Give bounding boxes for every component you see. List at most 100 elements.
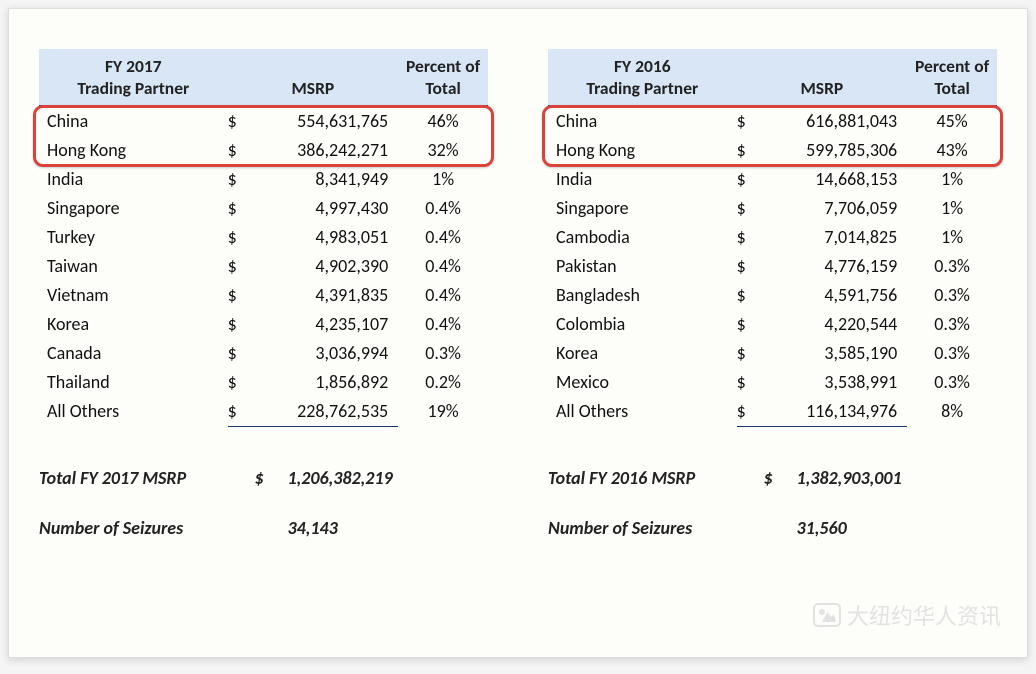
header-trading-partner: FY 2016 Trading Partner xyxy=(548,49,737,105)
seizures-row: Number of Seizures 34,143 xyxy=(39,517,488,539)
table-rows: China$554,631,76546%Hong Kong$386,242,27… xyxy=(39,107,488,427)
cell-partner: Hong Kong xyxy=(39,136,228,165)
cell-currency: $ xyxy=(228,194,255,223)
cell-percent: 0.3% xyxy=(907,252,997,281)
cell-partner: Canada xyxy=(39,339,228,368)
cell-msrp: 14,668,153 xyxy=(764,165,908,194)
header-trading-partner: FY 2017 Trading Partner xyxy=(39,49,228,105)
table-row: Colombia$4,220,5440.3% xyxy=(548,310,997,339)
cell-percent: 19% xyxy=(398,397,488,427)
cell-currency: $ xyxy=(737,136,764,165)
table-row: Hong Kong$599,785,30643% xyxy=(548,136,997,165)
summary-block: Total FY 2017 MSRP $ 1,206,382,219 Numbe… xyxy=(39,467,488,539)
cell-partner: Taiwan xyxy=(39,252,228,281)
cell-partner: All Others xyxy=(548,397,737,427)
table-fy2016: FY 2016 Trading Partner MSRP Percent of … xyxy=(548,49,997,627)
cell-msrp: 8,341,949 xyxy=(255,165,399,194)
cell-percent: 0.4% xyxy=(398,223,488,252)
table-row: India$8,341,9491% xyxy=(39,165,488,194)
cell-msrp: 386,242,271 xyxy=(255,136,399,165)
table-row: Singapore$4,997,4300.4% xyxy=(39,194,488,223)
cell-currency: $ xyxy=(228,339,255,368)
watermark: 大纽约华人资讯 xyxy=(813,599,1001,631)
total-msrp-row: Total FY 2017 MSRP $ 1,206,382,219 xyxy=(39,467,488,489)
table-row: Singapore$7,706,0591% xyxy=(548,194,997,223)
cell-msrp: 4,220,544 xyxy=(764,310,908,339)
cell-msrp: 4,391,835 xyxy=(255,281,399,310)
cell-msrp: 4,776,159 xyxy=(764,252,908,281)
cell-msrp: 1,856,892 xyxy=(255,368,399,397)
header-partner-label: Trading Partner xyxy=(77,77,189,99)
cell-currency: $ xyxy=(737,310,764,339)
cell-percent: 43% xyxy=(907,136,997,165)
table-row: Hong Kong$386,242,27132% xyxy=(39,136,488,165)
table-row: Korea$3,585,1900.3% xyxy=(548,339,997,368)
cell-currency: $ xyxy=(228,223,255,252)
table-row: Taiwan$4,902,3900.4% xyxy=(39,252,488,281)
cell-currency: $ xyxy=(228,136,255,165)
cell-partner: Mexico xyxy=(548,368,737,397)
cell-percent: 0.4% xyxy=(398,281,488,310)
cell-currency: $ xyxy=(737,194,764,223)
table-row: All Others$116,134,9768% xyxy=(548,397,997,427)
cell-currency: $ xyxy=(737,165,764,194)
cell-percent: 1% xyxy=(907,194,997,223)
cell-msrp: 116,134,976 xyxy=(764,397,908,427)
table-row: Korea$4,235,1070.4% xyxy=(39,310,488,339)
total-value: 1,206,382,219 xyxy=(281,467,461,489)
cell-currency: $ xyxy=(228,165,255,194)
header-fy: FY 2016 xyxy=(614,55,671,77)
cell-msrp: 7,014,825 xyxy=(764,223,908,252)
cell-msrp: 4,997,430 xyxy=(255,194,399,223)
cell-currency: $ xyxy=(228,107,255,136)
table-row: Canada$3,036,9940.3% xyxy=(39,339,488,368)
cell-percent: 46% xyxy=(398,107,488,136)
cell-msrp: 7,706,059 xyxy=(764,194,908,223)
cell-partner: Vietnam xyxy=(39,281,228,310)
seizures-spacer xyxy=(255,517,282,539)
header-percent: Percent of Total xyxy=(398,49,488,105)
cell-percent: 0.4% xyxy=(398,194,488,223)
seizures-spacer xyxy=(764,517,791,539)
cell-msrp: 616,881,043 xyxy=(764,107,908,136)
cell-msrp: 4,591,756 xyxy=(764,281,908,310)
header-fy: FY 2017 xyxy=(105,55,162,77)
cell-currency: $ xyxy=(228,310,255,339)
table-row: China$554,631,76546% xyxy=(39,107,488,136)
cell-msrp: 4,902,390 xyxy=(255,252,399,281)
cell-percent: 1% xyxy=(398,165,488,194)
cell-partner: All Others xyxy=(39,397,228,427)
wechat-icon xyxy=(813,603,841,627)
cell-percent: 0.3% xyxy=(398,339,488,368)
total-currency: $ xyxy=(764,467,791,489)
seizures-row: Number of Seizures 31,560 xyxy=(548,517,997,539)
cell-currency: $ xyxy=(737,107,764,136)
table-row: Pakistan$4,776,1590.3% xyxy=(548,252,997,281)
cell-msrp: 599,785,306 xyxy=(764,136,908,165)
header-percent: Percent of Total xyxy=(907,49,997,105)
table-header: FY 2017 Trading Partner MSRP Percent of … xyxy=(39,49,488,107)
cell-percent: 1% xyxy=(907,223,997,252)
table-row: All Others$228,762,53519% xyxy=(39,397,488,427)
cell-partner: Turkey xyxy=(39,223,228,252)
cell-currency: $ xyxy=(737,252,764,281)
document-page: FY 2017 Trading Partner MSRP Percent of … xyxy=(8,8,1028,658)
summary-block: Total FY 2016 MSRP $ 1,382,903,001 Numbe… xyxy=(548,467,997,539)
cell-partner: Cambodia xyxy=(548,223,737,252)
cell-msrp: 3,585,190 xyxy=(764,339,908,368)
seizures-value: 31,560 xyxy=(790,517,970,539)
cell-currency: $ xyxy=(228,281,255,310)
cell-partner: Korea xyxy=(548,339,737,368)
table-row: Cambodia$7,014,8251% xyxy=(548,223,997,252)
cell-currency: $ xyxy=(737,281,764,310)
cell-partner: Bangladesh xyxy=(548,281,737,310)
cell-partner: Singapore xyxy=(39,194,228,223)
cell-percent: 8% xyxy=(907,397,997,427)
cell-currency: $ xyxy=(737,223,764,252)
table-row: Mexico$3,538,9910.3% xyxy=(548,368,997,397)
cell-currency: $ xyxy=(228,252,255,281)
table-header: FY 2016 Trading Partner MSRP Percent of … xyxy=(548,49,997,107)
cell-partner: India xyxy=(39,165,228,194)
watermark-text: 大纽约华人资讯 xyxy=(847,599,1001,631)
cell-partner: India xyxy=(548,165,737,194)
